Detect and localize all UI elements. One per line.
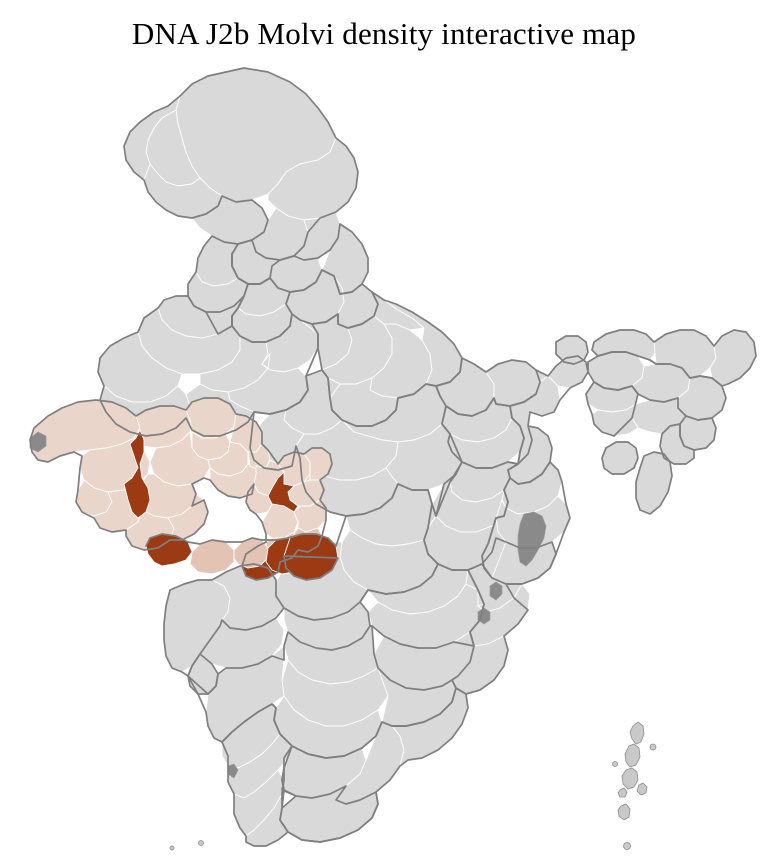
island-lakshadweep-b[interactable]	[199, 841, 204, 846]
state-outline-westbengal	[508, 356, 588, 484]
state-outline-tripura	[602, 442, 638, 474]
state-outline-arunachal	[592, 330, 756, 386]
state-outline-gujarat	[30, 398, 332, 580]
state-outline-sikkim	[556, 336, 588, 364]
region-coastal-ap[interactable]	[490, 582, 502, 600]
region-coastal-tn[interactable]	[478, 608, 490, 624]
island-narcondam[interactable]	[613, 762, 618, 767]
india-district-map[interactable]	[0, 60, 768, 858]
island-barren[interactable]	[650, 744, 656, 750]
state-outline-manipur	[660, 424, 694, 464]
page-title: DNA J2b Molvi density interactive map	[131, 16, 637, 51]
island-lakshadweep-a[interactable]	[170, 846, 174, 850]
island-south-andaman[interactable]	[622, 768, 638, 789]
base-districts-layer	[30, 68, 756, 846]
island-middle-andaman[interactable]	[625, 744, 640, 767]
state-outline-meghalaya	[586, 382, 638, 436]
state-outline-andhra	[452, 538, 556, 694]
island-little-andaman[interactable]	[618, 804, 630, 820]
state-outline-mizoram	[636, 452, 672, 514]
island-andaman-small-b[interactable]	[618, 788, 627, 797]
region-sundarbans[interactable]	[518, 512, 546, 566]
map-canvas[interactable]	[0, 60, 768, 858]
district-nashik[interactable]	[190, 540, 234, 574]
island-north-andaman[interactable]	[630, 722, 644, 744]
island-car-nicobar[interactable]	[624, 843, 631, 850]
region-kutch-tip[interactable]	[30, 432, 46, 452]
district-nagaland[interactable]	[680, 416, 716, 450]
district-vadodara[interactable]	[268, 472, 298, 512]
island-andaman-small-a[interactable]	[637, 783, 647, 795]
district-bharuch[interactable]	[124, 430, 150, 518]
state-outline-tamilnadu	[280, 688, 468, 842]
state-outline-madhyapradesh	[250, 370, 462, 516]
islands-layer	[155, 722, 656, 858]
district-arunachal-east[interactable]	[710, 330, 756, 386]
state-boundaries-layer	[30, 68, 756, 846]
